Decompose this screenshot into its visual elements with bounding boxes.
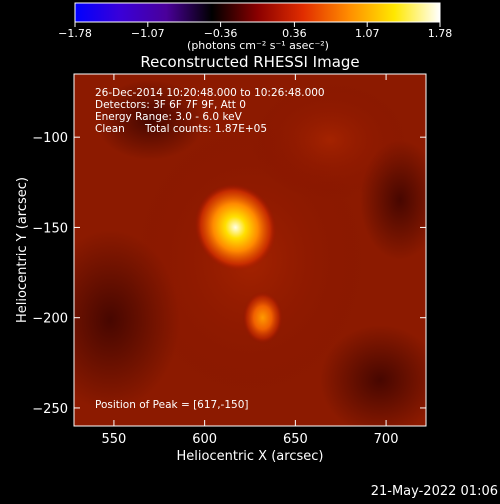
- haze-region: [250, 80, 410, 200]
- x-tick-label: 550: [102, 432, 127, 447]
- secondary-source: [242, 291, 283, 344]
- y-tick-label: −100: [32, 131, 68, 146]
- time-range: 26-Dec-2014 10:20:48.000 to 10:26:48.000: [95, 87, 325, 99]
- chart-title: Reconstructed RHESSI Image: [140, 53, 359, 71]
- colorbar-tick-label: 1.78: [428, 27, 453, 40]
- algorithm: Clean: [95, 123, 125, 135]
- x-axis-label: Heliocentric X (arcsec): [177, 449, 324, 464]
- x-tick-label: 650: [283, 432, 308, 447]
- colorbar-unit-label: (photons cm⁻² s⁻¹ asec⁻²): [187, 39, 329, 52]
- footer-date: 21-May-2022 01:06: [371, 484, 498, 499]
- y-axis: −100 −150 −200 −250: [32, 131, 426, 417]
- total-counts: Total counts: 1.87E+05: [144, 123, 267, 135]
- colorbar-ticks: −1.78 −1.07 −0.36 0.36 1.07 1.78: [58, 22, 452, 40]
- x-tick-label: 700: [374, 432, 399, 447]
- colorbar-tick-label: 0.36: [282, 27, 307, 40]
- colorbar-tick-label: −0.36: [204, 27, 238, 40]
- dark-region: [320, 325, 426, 426]
- x-tick-label: 600: [192, 432, 217, 447]
- info-block: 26-Dec-2014 10:20:48.000 to 10:26:48.000…: [95, 87, 325, 135]
- detectors: Detectors: 3F 6F 7F 9F, Att 0: [95, 99, 246, 111]
- dark-region: [95, 80, 205, 160]
- colorbar-tick-label: 1.07: [355, 27, 380, 40]
- y-tick-label: −150: [32, 221, 68, 236]
- colorbar-tick-label: −1.78: [58, 27, 92, 40]
- plot-frame: [73, 73, 427, 427]
- primary-source: [194, 184, 277, 271]
- y-axis-label: Heliocentric Y (arcsec): [15, 177, 30, 323]
- colorbar-tick-label: −1.07: [131, 27, 165, 40]
- y-tick-label: −200: [32, 312, 68, 327]
- peak-position: Position of Peak = [617,-150]: [95, 399, 249, 411]
- colorbar: [74, 2, 441, 23]
- y-tick-label: −250: [32, 402, 68, 417]
- x-axis: 550 600 650 700: [102, 74, 399, 447]
- energy-range: Energy Range: 3.0 - 6.0 keV: [95, 111, 243, 123]
- heatmap-image: [74, 74, 426, 426]
